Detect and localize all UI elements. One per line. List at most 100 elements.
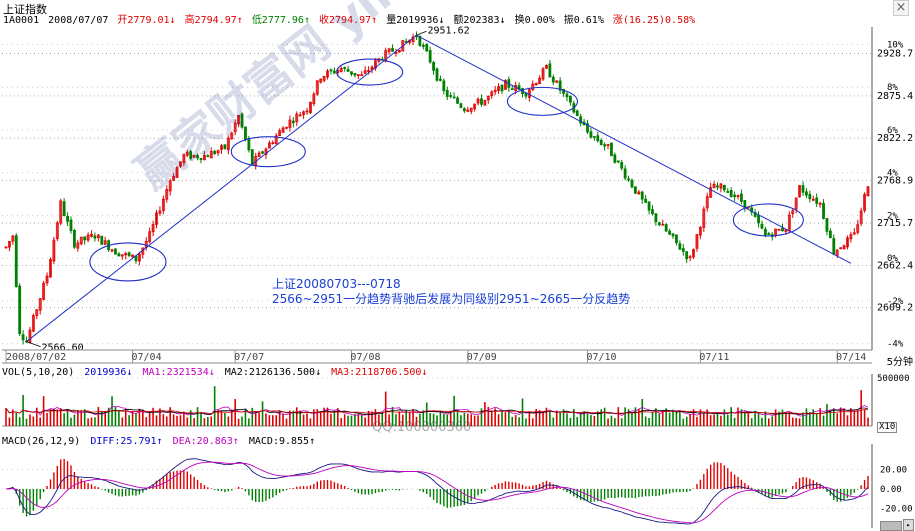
candle-body xyxy=(562,88,565,94)
candle-body xyxy=(315,80,319,95)
candle-body xyxy=(504,80,507,90)
macd-header: MACD(26,12,9) DIFF:25.791↑ DEA:20.863↑ M… xyxy=(2,436,319,447)
y-tick-label: 2609.2 xyxy=(877,303,913,314)
candle-body xyxy=(473,103,477,110)
vol-value: 2019936↓ xyxy=(84,367,133,378)
candle-body xyxy=(343,67,347,69)
candle-body xyxy=(367,70,370,73)
candle-body xyxy=(801,185,805,193)
pct-tick-label: 8% xyxy=(887,83,898,93)
candle-body xyxy=(497,86,500,91)
candle-body xyxy=(483,99,487,106)
candle-body xyxy=(828,230,832,239)
candle-body xyxy=(117,253,121,257)
candle-body xyxy=(387,48,391,52)
scroll-right-button[interactable]: ▸ xyxy=(903,519,914,531)
candle-body xyxy=(575,110,579,116)
amplitude-value: 振0.61% xyxy=(563,15,604,26)
candle-body xyxy=(705,196,709,209)
period-label[interactable]: 5分钟 xyxy=(886,357,913,368)
candle-body xyxy=(199,158,203,161)
macd-tick-label: 0.00 xyxy=(880,485,902,495)
candle-body xyxy=(35,309,39,316)
candle-body xyxy=(620,162,624,169)
candle-body xyxy=(179,161,182,167)
candle-body xyxy=(808,193,812,200)
candle-body xyxy=(257,152,261,158)
candle-body xyxy=(346,69,350,72)
candle-body xyxy=(425,43,429,52)
candle-body xyxy=(11,235,15,242)
candle-body xyxy=(692,249,695,258)
candle-body xyxy=(815,197,819,204)
candle-body xyxy=(93,235,97,239)
candle-body xyxy=(541,68,545,80)
candle-body xyxy=(127,252,131,256)
macd-tick-label: -20.00 xyxy=(880,504,913,514)
candle-body xyxy=(709,187,713,198)
candle-body xyxy=(216,150,220,154)
candle-body xyxy=(548,63,552,78)
candle-body xyxy=(538,77,542,85)
volume-value: 量2019936↓ xyxy=(386,15,445,26)
candle-body xyxy=(76,242,80,249)
candle-body xyxy=(175,167,179,178)
candle-body xyxy=(476,98,480,104)
x-tick-label: 07/07 xyxy=(234,352,264,363)
volume-panel: 500000 xyxy=(2,374,910,427)
candle-body xyxy=(657,222,661,226)
candle-body xyxy=(21,334,25,341)
candle-body xyxy=(274,135,278,144)
candle-body xyxy=(852,232,856,235)
candle-body xyxy=(671,233,675,237)
candle-body xyxy=(28,329,32,343)
candle-body xyxy=(678,243,682,250)
candle-body xyxy=(777,228,781,231)
candle-body xyxy=(698,226,702,236)
candle-body xyxy=(100,235,104,245)
candle-body xyxy=(295,113,299,123)
candle-body xyxy=(664,224,668,232)
candle-body xyxy=(589,131,593,138)
candle-body xyxy=(250,149,254,166)
candle-body xyxy=(124,253,128,256)
trend-lines: 2951.62 2566.60 xyxy=(26,25,852,354)
candle-body xyxy=(182,154,186,164)
pivot-ellipse xyxy=(732,203,804,237)
candle-body xyxy=(784,229,788,232)
candle-body xyxy=(326,70,329,78)
candle-body xyxy=(240,113,244,128)
candle-body xyxy=(432,61,435,71)
pct-tick-label: 2% xyxy=(887,211,898,221)
candle-body xyxy=(288,119,292,128)
x10-toggle[interactable]: X10 xyxy=(877,422,898,433)
candle-body xyxy=(740,193,743,202)
macd-tick-label: 20.00 xyxy=(880,465,907,475)
candle-body xyxy=(846,237,849,248)
annotation-line-1: 上证20080703---0718 xyxy=(272,277,401,291)
y-tick-label: 2768.9 xyxy=(877,176,913,187)
candle-body xyxy=(237,115,241,125)
y-tick-label: 2822.2 xyxy=(877,133,913,144)
vol-name: VOL(5,10,20) xyxy=(2,367,75,378)
candle-body xyxy=(736,195,740,197)
candle-body xyxy=(226,137,230,151)
candle-body xyxy=(312,93,316,105)
candle-body xyxy=(606,144,610,146)
candle-body xyxy=(794,197,798,210)
candle-body xyxy=(859,210,863,224)
candle-body xyxy=(849,234,853,240)
high-pointer xyxy=(416,30,427,36)
candle-body xyxy=(435,68,439,81)
candle-body xyxy=(719,183,723,189)
scrollbar-thumb[interactable] xyxy=(880,521,902,531)
close-button[interactable]: × xyxy=(893,0,909,16)
close-price: 收2794.97↑ xyxy=(319,15,378,26)
candle-body xyxy=(534,82,538,86)
candle-body xyxy=(531,83,535,90)
candle-body xyxy=(165,189,169,200)
low-label: 2566.60 xyxy=(42,343,84,354)
candle-body xyxy=(722,184,726,191)
candle-body xyxy=(733,194,736,198)
